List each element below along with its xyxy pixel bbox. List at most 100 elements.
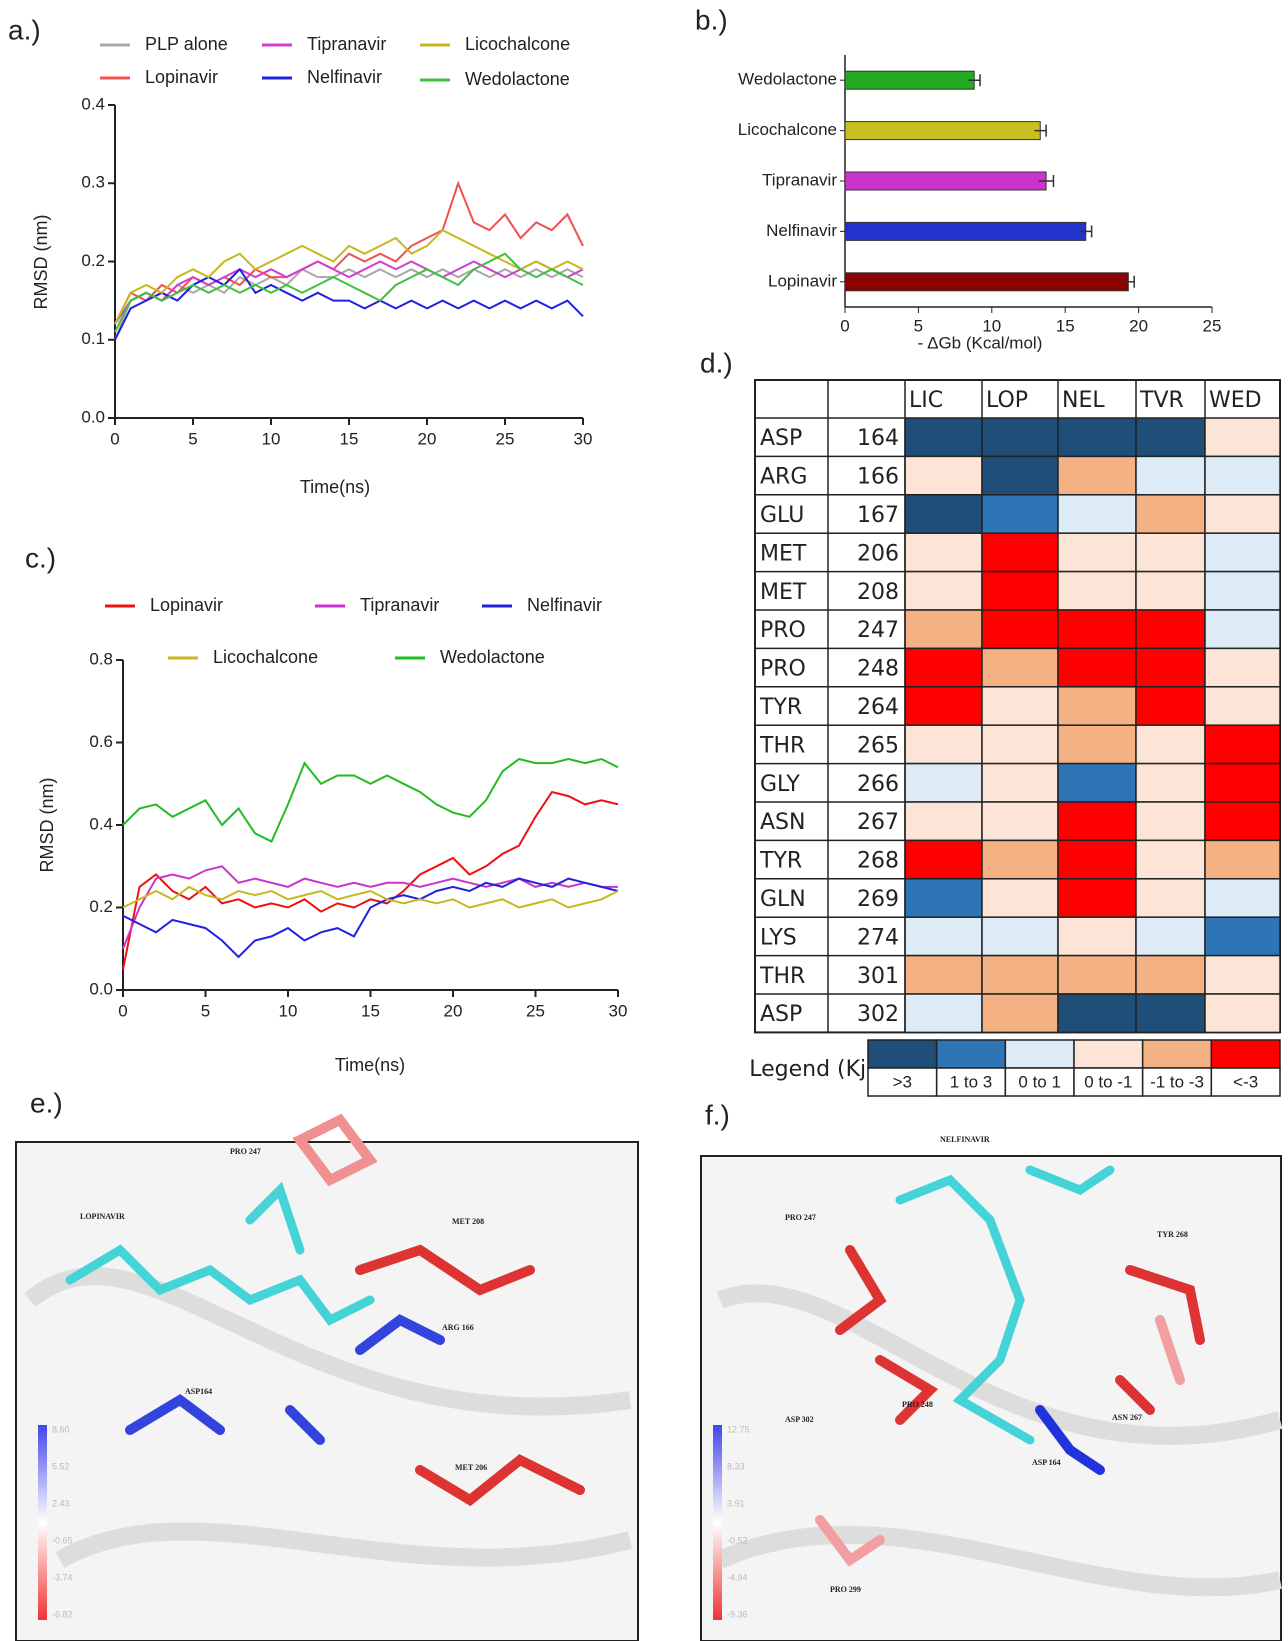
heat-cell: [1135, 878, 1206, 918]
legend-label: Wedolactone: [440, 647, 545, 667]
heat-cell: [1204, 801, 1281, 842]
x-tick-label: 5: [914, 316, 923, 335]
heat-cell: [981, 609, 1059, 650]
column-header: TVR: [1139, 388, 1184, 413]
heat-cell: [904, 916, 983, 957]
legend-swatch: [935, 1039, 1007, 1069]
residue-annotation: ASP164: [185, 1387, 212, 1396]
error-bar: [1122, 275, 1135, 288]
series-line: [114, 228, 584, 325]
heat-cell: [904, 647, 983, 688]
heat-cell: [1135, 762, 1206, 803]
residue-number: 302: [857, 1002, 899, 1027]
column-header: WED: [1209, 388, 1262, 413]
heat-cell: [1057, 532, 1137, 573]
legend-label: Licochalcone: [465, 34, 570, 54]
heat-cell: [981, 647, 1059, 688]
y-tick-label: 0.1: [81, 329, 105, 348]
x-tick-label: 0: [118, 1001, 127, 1020]
residue-annotation: PRO 247: [785, 1213, 816, 1222]
heat-cell: [904, 570, 983, 611]
y-tick-label: 0.6: [89, 732, 113, 751]
residue-name: MET: [760, 541, 807, 566]
scale-label: -4.94: [727, 1572, 748, 1582]
legend-box: [1073, 1067, 1144, 1097]
residue-name: TYR: [759, 849, 802, 874]
residue-number: 274: [857, 925, 899, 950]
heat-cell: [1057, 839, 1137, 880]
bar: [844, 221, 1087, 241]
residue-number: 167: [857, 503, 899, 528]
y-axis-title: RMSD (nm): [31, 215, 51, 310]
error-bar: [1079, 225, 1093, 238]
residue-name: TYR: [759, 695, 802, 720]
y-tick-label: 0.8: [89, 649, 113, 668]
heat-cell: [1204, 916, 1281, 957]
heat-cell: [904, 762, 983, 803]
heat-cell: [981, 762, 1059, 803]
residue-number: 166: [857, 465, 899, 490]
residue-annotation: ARG 166: [442, 1323, 474, 1332]
heat-cell: [904, 455, 983, 496]
residue-annotation: MET 208: [452, 1217, 484, 1226]
series-line: [122, 877, 619, 959]
heat-cell: [1057, 686, 1137, 726]
heat-cell: [1204, 762, 1281, 803]
series-line: [122, 865, 618, 950]
residue-number: 208: [857, 580, 899, 605]
heat-cell: [981, 993, 1059, 1034]
heat-cell: [1204, 494, 1281, 534]
residue-annotation: PRO 248: [902, 1400, 933, 1409]
heat-cell: [981, 570, 1059, 611]
heat-cell: [1135, 916, 1206, 957]
series-line: [114, 260, 584, 325]
y-tick-label: 0.2: [81, 251, 105, 270]
heat-cell: [1204, 993, 1281, 1034]
error-bar: [968, 74, 981, 87]
heat-cell: [1057, 878, 1137, 918]
series-line: [114, 268, 584, 341]
heat-cell: [1135, 839, 1206, 880]
heat-cell: [1135, 993, 1206, 1034]
legend-swatch: [1210, 1039, 1281, 1069]
x-axis-title: - ΔGb (Kcal/mol): [918, 333, 1043, 352]
scale-label: 5.52: [52, 1461, 70, 1471]
y-tick-label: Nelfinavir: [766, 221, 837, 240]
y-tick-label: 0.0: [89, 979, 113, 998]
legend-label: 0 to -1: [1084, 1072, 1132, 1091]
heat-cell: [904, 532, 983, 573]
scale-label: -6.82: [52, 1609, 73, 1619]
y-tick-label: 0.3: [81, 173, 105, 192]
x-tick-label: 15: [1056, 316, 1075, 335]
heat-cell: [904, 993, 983, 1034]
heat-cell: [981, 532, 1059, 573]
residue-number: 301: [857, 964, 899, 989]
scale-label: 2.43: [52, 1498, 70, 1508]
legend-label: -1 to -3: [1150, 1072, 1204, 1091]
series-line: [114, 180, 584, 325]
heat-cell: [1057, 417, 1137, 458]
y-tick-label: Lopinavir: [768, 271, 837, 290]
heat-cell: [1057, 762, 1137, 803]
x-tick-label: 10: [982, 316, 1001, 335]
heat-cell: [904, 839, 983, 880]
x-tick-label: 25: [526, 1001, 545, 1020]
legend-label: Lopinavir: [150, 595, 223, 615]
legend-label: Tipranavir: [307, 34, 386, 54]
heat-cell: [1057, 916, 1137, 957]
error-bar: [1038, 175, 1055, 187]
heat-cell: [1204, 609, 1281, 650]
bar: [844, 70, 975, 90]
legend-swatch: [1004, 1039, 1075, 1069]
y-tick-label: 0.2: [89, 897, 113, 916]
x-tick-label: 0: [110, 429, 119, 448]
legend-label: >3: [893, 1072, 912, 1091]
residue-name: ASP: [760, 1002, 802, 1027]
x-tick-label: 25: [496, 429, 515, 448]
heat-cell: [904, 724, 983, 765]
scale-label: 12.75: [727, 1424, 750, 1434]
x-tick-label: 30: [609, 1001, 628, 1020]
scale-label: 3.91: [727, 1498, 745, 1508]
x-tick-label: 30: [574, 429, 593, 448]
legend-label: PLP alone: [145, 34, 228, 54]
